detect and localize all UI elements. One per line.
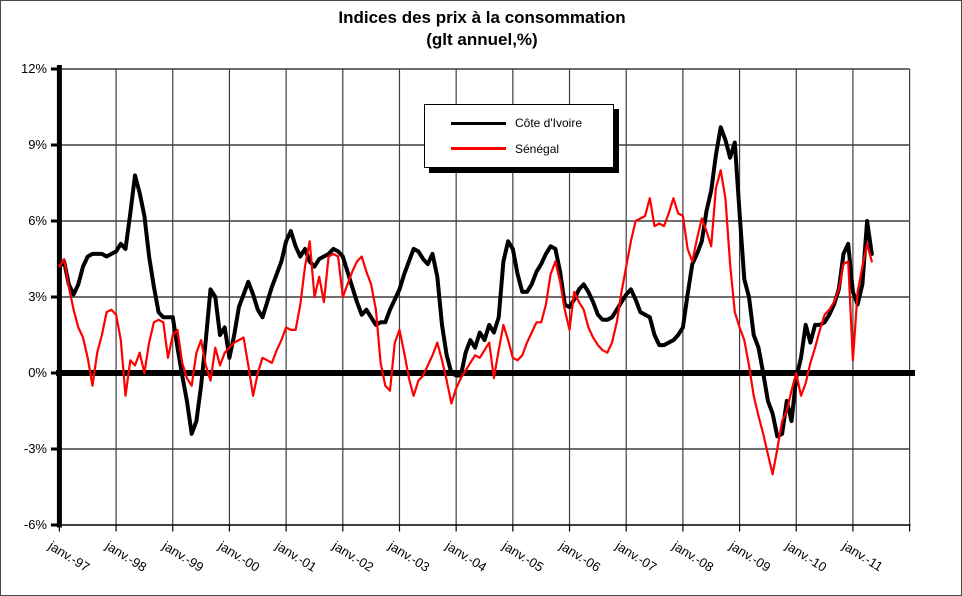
y-axis-tick-label: -6% [23, 517, 47, 532]
chart-title-line2: (glt annuel,%) [426, 30, 538, 49]
y-axis-tick [50, 67, 60, 71]
y-axis-tick-label: 6% [28, 213, 47, 228]
chart-title-line1: Indices des prix à la consommation [338, 8, 626, 27]
y-axis-tick-label: -3% [23, 441, 47, 456]
legend-label-senegal: Sénégal [515, 141, 560, 156]
senegal-series-line [58, 169, 873, 476]
y-axis-tick-label: 9% [28, 137, 47, 152]
y-axis-tick-label: 12% [20, 61, 47, 76]
chart-title: Indices des prix à la consommation (glt … [1, 7, 961, 51]
y-axis-tick-label: 0% [28, 365, 47, 380]
y-axis-tick [50, 295, 60, 299]
legend-label-cote-divoire: Côte d'Ivoire [515, 116, 582, 131]
y-axis-tick [50, 371, 60, 375]
legend: Côte d'Ivoire Sénégal [424, 104, 614, 168]
y-axis-tick-label: 3% [28, 289, 47, 304]
y-axis-tick [50, 143, 60, 147]
y-axis-tick [50, 523, 60, 527]
senegal-line-sample-icon [451, 147, 506, 150]
y-axis-tick [50, 447, 60, 451]
cote-divoire-series-line [57, 125, 874, 439]
cote-divoire-line-sample-icon [451, 121, 506, 126]
legend-item-senegal: Sénégal [425, 142, 613, 156]
legend-item-cote-divoire: Côte d'Ivoire [425, 116, 613, 130]
y-axis-tick [50, 219, 60, 223]
